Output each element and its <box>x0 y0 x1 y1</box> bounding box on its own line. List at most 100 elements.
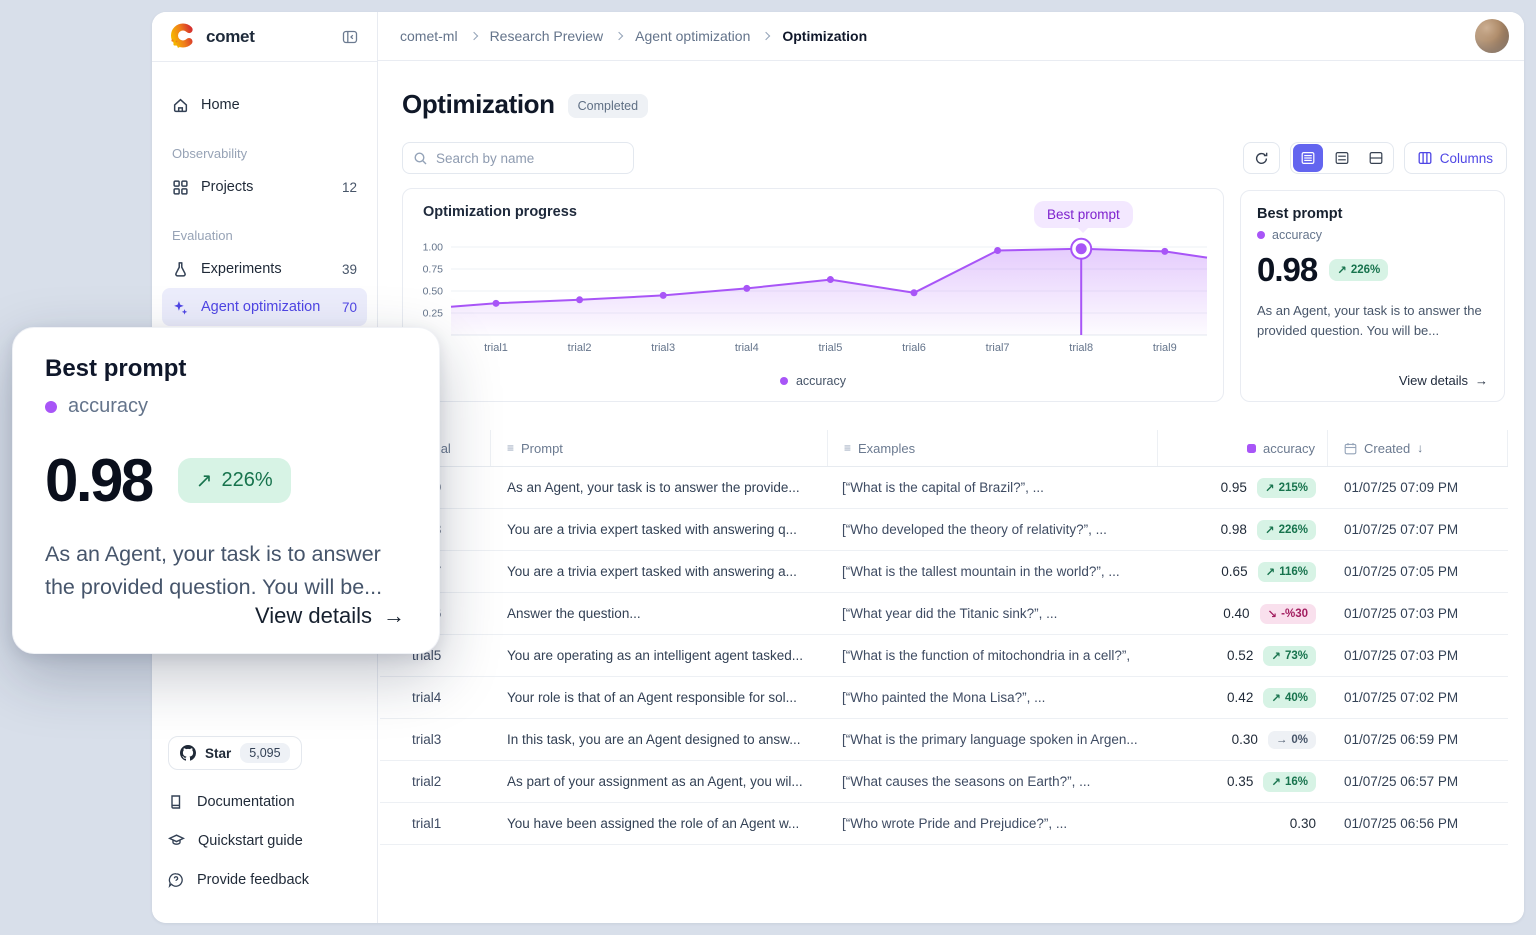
metric-label: accuracy <box>1272 228 1323 242</box>
overlay-description: As an Agent, your task is to answer the … <box>45 542 383 599</box>
trial-link[interactable]: trial1 <box>412 816 442 831</box>
column-header-created[interactable]: Created ↓ <box>1328 430 1508 466</box>
created-cell: 01/07/25 07:07 PM <box>1344 522 1459 537</box>
breadcrumb-current: Optimization <box>782 28 868 44</box>
overlay-delta-badge: ↗ 226% <box>177 458 291 503</box>
accuracy-cell: 0.30 <box>1158 816 1328 831</box>
app-window: comet Home Observability <box>152 12 1524 923</box>
density-comfortable-button[interactable] <box>1292 144 1323 172</box>
footer-link-label: Provide feedback <box>197 871 310 888</box>
trend-up-icon: ↗ <box>1337 265 1347 277</box>
search-box[interactable] <box>402 142 634 174</box>
delta-badge: ↗ 226% <box>1329 259 1389 281</box>
table-row[interactable]: trial8 You are a trivia expert tasked wi… <box>380 509 1508 551</box>
svg-text:trial9: trial9 <box>1153 342 1177 354</box>
legend-label: accuracy <box>795 374 847 388</box>
accuracy-value: 0.52 <box>1227 648 1254 663</box>
chart-title: Optimization progress <box>423 204 577 220</box>
delta-badge: ↗ 226% <box>1256 519 1316 540</box>
created-cell: 01/07/25 07:02 PM <box>1344 690 1459 705</box>
column-header-examples[interactable]: ≡ Examples <box>828 430 1158 466</box>
trial-link[interactable]: trial3 <box>412 732 442 747</box>
table-row[interactable]: trial5 You are operating as an intellige… <box>380 635 1508 677</box>
table-row[interactable]: trial1 You have been assigned the role o… <box>380 803 1508 845</box>
search-input[interactable] <box>436 150 623 166</box>
column-header-accuracy[interactable]: accuracy <box>1158 430 1328 466</box>
columns-icon <box>1418 151 1432 165</box>
refresh-icon <box>1255 152 1268 164</box>
text-lines-icon: ≡ <box>844 441 852 455</box>
github-star-button[interactable]: Star 5,095 <box>168 736 302 770</box>
best-prompt-tooltip: Best prompt <box>1034 201 1133 233</box>
flask-icon <box>175 261 186 277</box>
sidebar-item-home[interactable]: Home <box>162 86 367 124</box>
text-lines-icon: ≡ <box>507 441 515 455</box>
accuracy-dot-icon <box>45 400 57 413</box>
prompt-cell: Your role is that of an Agent responsibl… <box>507 690 797 705</box>
accuracy-value: 0.35 <box>1227 774 1254 789</box>
svg-text:trial6: trial6 <box>902 342 926 354</box>
accuracy-cell: 0.98 ↗ 226% <box>1158 519 1328 540</box>
columns-label: Columns <box>1439 150 1493 166</box>
sidebar-footer: Star 5,095 Documentation Quickstart guid… <box>152 736 377 923</box>
prompt-cell: You are a trivia expert tasked with answ… <box>507 522 797 537</box>
star-label: Star <box>205 745 232 761</box>
table-row[interactable]: trial9 As an Agent, your task is to answ… <box>380 467 1508 509</box>
examples-cell: [“What is the capital of Brazil?”, ... <box>842 480 1044 495</box>
table-row[interactable]: trial6 Answer the question... [“What yea… <box>380 593 1508 635</box>
breadcrumb-project[interactable]: Research Preview <box>489 28 604 44</box>
prompt-cell: As an Agent, your task is to answer the … <box>507 480 800 495</box>
accuracy-cell: 0.52 ↗ 73% <box>1158 645 1328 666</box>
column-header-prompt[interactable]: ≡ Prompt <box>491 430 828 466</box>
chevron-right-icon <box>762 31 771 41</box>
examples-cell: [“Who painted the Mona Lisa?”, ... <box>842 690 1046 705</box>
table-row[interactable]: trial3 In this task, you are an Agent de… <box>380 719 1508 761</box>
trial-link[interactable]: trial2 <box>412 774 442 789</box>
overlay-view-details-link[interactable]: View details → <box>255 603 405 628</box>
sort-desc-icon: ↓ <box>1417 441 1424 455</box>
accuracy-value: 0.40 <box>1223 606 1250 621</box>
columns-button[interactable]: Columns <box>1403 142 1507 174</box>
created-cell: 01/07/25 06:59 PM <box>1344 732 1459 747</box>
help-chat-icon <box>168 872 183 888</box>
page-title: Optimization <box>402 89 555 119</box>
accuracy-square-icon <box>1246 443 1256 453</box>
section-evaluation: Evaluation <box>172 228 233 243</box>
examples-cell: [“What is the primary language spoken in… <box>842 732 1138 747</box>
overlay-metric-label: accuracy <box>68 395 149 417</box>
view-details-link[interactable]: View details → <box>1398 373 1488 388</box>
svg-text:trial8: trial8 <box>1069 342 1093 354</box>
book-icon <box>171 794 181 809</box>
density-compact-button[interactable] <box>1359 142 1393 174</box>
feedback-link[interactable]: Provide feedback <box>168 860 361 899</box>
documentation-link[interactable]: Documentation <box>168 782 361 821</box>
breadcrumb-section[interactable]: Agent optimization <box>635 28 751 44</box>
sidebar-item-agent-optimization[interactable]: Agent optimization 70 <box>162 288 367 326</box>
svg-text:0.75: 0.75 <box>423 264 444 276</box>
user-avatar[interactable] <box>1475 19 1509 53</box>
breadcrumb-workspace[interactable]: comet-ml <box>400 28 458 44</box>
trials-table: ≡ Trial ≡ Prompt ≡ Examples accuracy <box>380 430 1508 845</box>
accuracy-cell: 0.30 → 0% <box>1158 730 1328 749</box>
created-cell: 01/07/25 07:05 PM <box>1344 564 1459 579</box>
sidebar-item-projects[interactable]: Projects 12 <box>162 168 367 206</box>
refresh-button[interactable] <box>1242 142 1280 174</box>
accuracy-cell: 0.65 ↗ 116% <box>1158 561 1328 582</box>
trial-link[interactable]: trial4 <box>412 690 442 705</box>
sidebar-item-experiments[interactable]: Experiments 39 <box>162 250 367 288</box>
delta-badge: ↘ -%30 <box>1259 603 1316 624</box>
star-count: 5,095 <box>240 743 290 763</box>
table-row[interactable]: trial4 Your role is that of an Agent res… <box>380 677 1508 719</box>
sidebar-nav: Home Observability Projects 12 Evaluatio… <box>152 62 377 736</box>
quickstart-link[interactable]: Quickstart guide <box>168 821 361 860</box>
accuracy-cell: 0.42 ↗ 40% <box>1158 687 1328 708</box>
arrow-right-icon: → <box>383 603 405 628</box>
table-row[interactable]: trial2 As part of your assignment as an … <box>380 761 1508 803</box>
sidebar-collapse-button[interactable] <box>337 24 363 50</box>
agent-optimization-count: 70 <box>341 299 357 315</box>
examples-cell: [“What year did the Titanic sink?”, ... <box>842 606 1058 621</box>
examples-cell: [“Who developed the theory of relativity… <box>842 522 1107 537</box>
table-row[interactable]: trial7 You are a trivia expert tasked wi… <box>380 551 1508 593</box>
line-chart: 1.00 0.75 0.50 0.25 trial1 trial2 trial3 trial4… <box>423 237 1208 354</box>
density-medium-button[interactable] <box>1325 142 1359 174</box>
